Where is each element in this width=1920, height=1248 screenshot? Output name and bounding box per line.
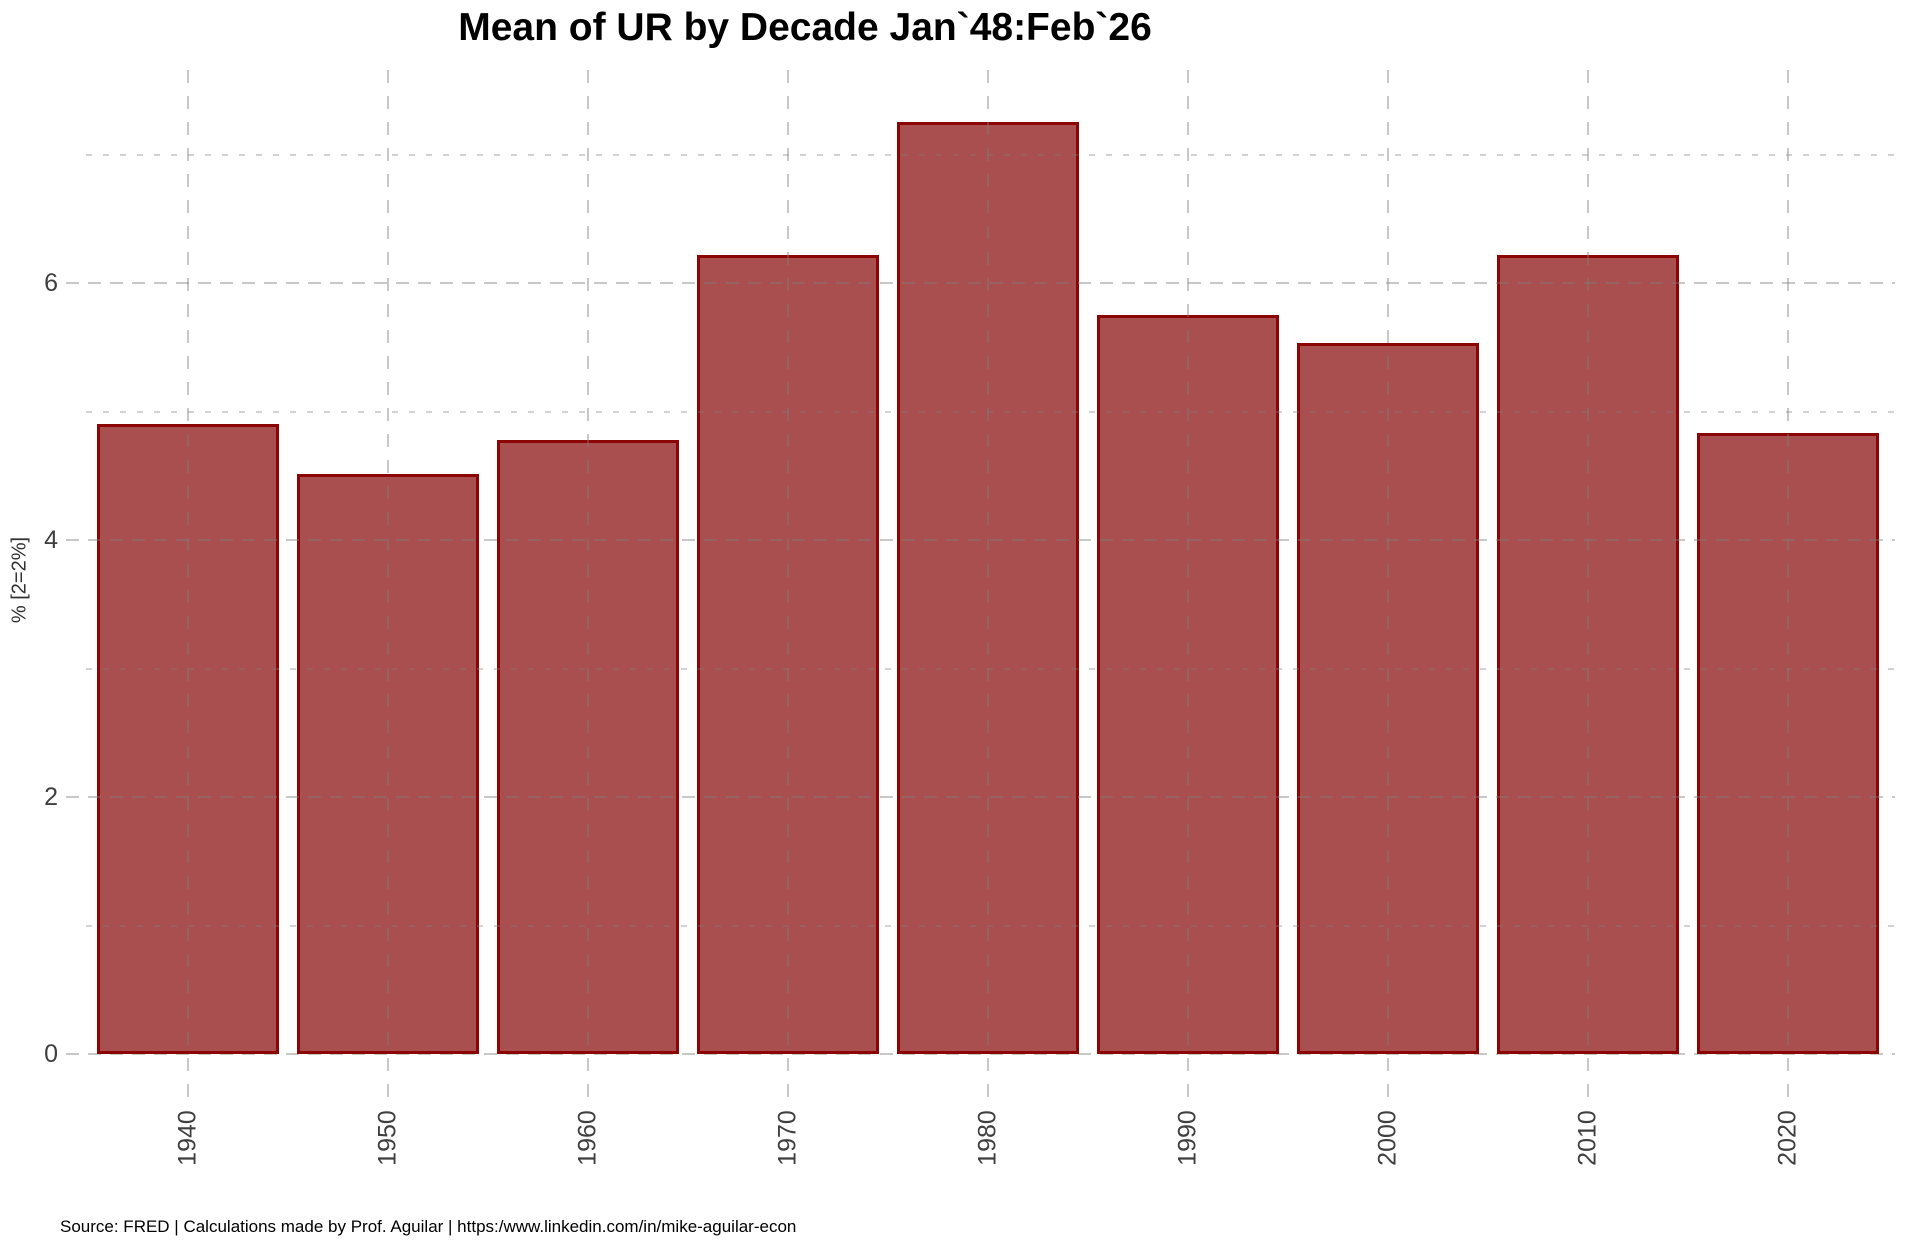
bar-1990 — [1097, 315, 1279, 1054]
gridline-x-1970 — [787, 70, 789, 1100]
x-tick-label-1980: 1980 — [973, 1110, 1002, 1166]
bar-2020 — [1697, 433, 1879, 1054]
x-tick-label-1950: 1950 — [373, 1110, 402, 1166]
gridline-x-1980 — [987, 70, 989, 1100]
bar-1960 — [497, 439, 679, 1054]
gridline-y-4 — [66, 539, 1895, 541]
y-tick-label-6: 6 — [44, 269, 58, 297]
gridline-minor-y-3 — [86, 667, 1895, 670]
y-tick-label-2: 2 — [44, 783, 58, 811]
bar-2000 — [1297, 343, 1479, 1054]
x-tick-label-2000: 2000 — [1373, 1110, 1402, 1166]
x-tick-label-1970: 1970 — [773, 1110, 802, 1166]
gridline-x-1940 — [187, 70, 189, 1100]
bar-1980 — [897, 122, 1079, 1054]
gridline-y-0 — [66, 1053, 1895, 1055]
gridline-y-2 — [66, 796, 1895, 798]
bar-1940 — [97, 424, 279, 1054]
bar-1950 — [297, 474, 479, 1054]
x-tick-label-1960: 1960 — [573, 1110, 602, 1166]
chart-title: Mean of UR by Decade Jan`48:Feb`26 — [458, 6, 1152, 49]
gridline-x-2010 — [1587, 70, 1589, 1100]
bar-2010 — [1497, 254, 1679, 1054]
x-tick-label-2010: 2010 — [1573, 1110, 1602, 1166]
y-tick-label-4: 4 — [44, 526, 58, 554]
y-tick-label-0: 0 — [44, 1040, 58, 1068]
gridline-minor-y-1 — [86, 924, 1895, 927]
gridline-minor-y-7 — [86, 153, 1895, 156]
source-caption: Source: FRED | Calculations made by Prof… — [60, 1217, 797, 1236]
gridline-y-6 — [66, 282, 1895, 284]
bar-1970 — [697, 254, 879, 1054]
gridline-minor-y-5 — [86, 410, 1895, 413]
x-tick-label-1990: 1990 — [1173, 1110, 1202, 1166]
gridline-x-1950 — [387, 70, 389, 1100]
gridline-x-2020 — [1787, 70, 1789, 1100]
gridline-x-2000 — [1387, 70, 1389, 1100]
gridline-x-1990 — [1187, 70, 1189, 1100]
gridline-x-1960 — [587, 70, 589, 1100]
x-tick-label-2020: 2020 — [1773, 1110, 1802, 1166]
x-tick-label-1940: 1940 — [173, 1110, 202, 1166]
